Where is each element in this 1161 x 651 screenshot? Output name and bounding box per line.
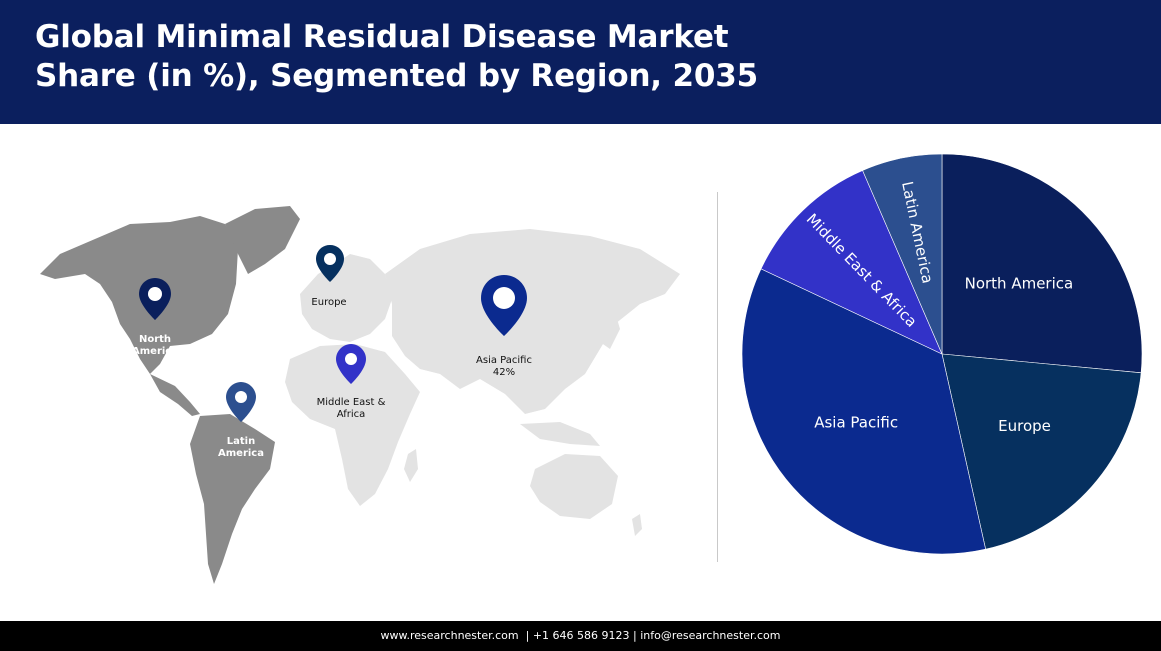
map-region-south-america bbox=[190, 414, 275, 584]
map-region-europe bbox=[300, 254, 392, 342]
map-label-asia-pacific-text: Asia Pacific bbox=[476, 355, 532, 366]
pie-slice-middle-east-africa bbox=[760, 170, 943, 355]
pie-slice-north-america bbox=[941, 153, 1143, 374]
map-region-central-america bbox=[150, 374, 200, 416]
map-region-asia bbox=[385, 229, 680, 414]
map-region-madagascar bbox=[404, 449, 418, 482]
map-label-middle-east-africa: Middle East & Africa bbox=[311, 397, 391, 421]
map-pin-icon-asia-pacific bbox=[481, 275, 527, 336]
map-label-middle-east-africa-text: Middle East & Africa bbox=[316, 397, 386, 420]
world-map: North America Europe Asia Pacific 42% Mi… bbox=[0, 124, 716, 620]
map-region-africa bbox=[285, 344, 420, 506]
map-region-greenland bbox=[225, 206, 300, 274]
pie-slice-europe bbox=[941, 353, 1142, 550]
map-label-north-america-text: North America bbox=[132, 334, 178, 357]
map-region-australia bbox=[530, 454, 618, 519]
map-label-asia-pacific-value: 42% bbox=[492, 367, 516, 378]
world-map-graphic bbox=[40, 206, 680, 584]
footer-contact: www.researchnester.com | +1 646 586 9123… bbox=[380, 629, 781, 642]
map-pin-icon-latin-america bbox=[226, 382, 256, 422]
map-region-north-america bbox=[40, 216, 238, 374]
pie-slice-asia-pacific bbox=[741, 268, 986, 555]
footer-bar: www.researchnester.com | +1 646 586 9123… bbox=[0, 621, 1161, 651]
map-label-asia-pacific: Asia Pacific 42% bbox=[464, 355, 544, 379]
map-region-southeast-asia bbox=[520, 422, 600, 446]
pie-label-asia-pacific: Asia Pacific bbox=[814, 413, 898, 431]
pie-label-north-america: North America bbox=[965, 275, 1074, 293]
pie-chart: North America Europe Asia Pacific Middle Ea… bbox=[720, 124, 1161, 620]
map-region-japan bbox=[600, 312, 620, 349]
map-pin-icon-middle-east-africa bbox=[336, 344, 366, 384]
chart-title: Global Minimal Residual Disease Market S… bbox=[35, 19, 758, 94]
vertical-divider bbox=[717, 192, 718, 562]
header-banner: Global Minimal Residual Disease Market S… bbox=[0, 0, 1161, 124]
map-label-latin-america-text: Latin America bbox=[218, 436, 264, 459]
map-pin-icon-north-america bbox=[139, 278, 171, 320]
map-label-europe-text: Europe bbox=[311, 297, 347, 308]
pie-slice-latin-america bbox=[862, 153, 943, 355]
map-label-latin-america: Latin America bbox=[211, 436, 271, 460]
map-region-new-zealand bbox=[632, 514, 642, 536]
pie-label-europe: Europe bbox=[998, 417, 1051, 435]
map-label-north-america: North America bbox=[115, 334, 195, 358]
map-label-europe: Europe bbox=[296, 297, 362, 309]
map-pin-icon-europe bbox=[316, 245, 344, 282]
